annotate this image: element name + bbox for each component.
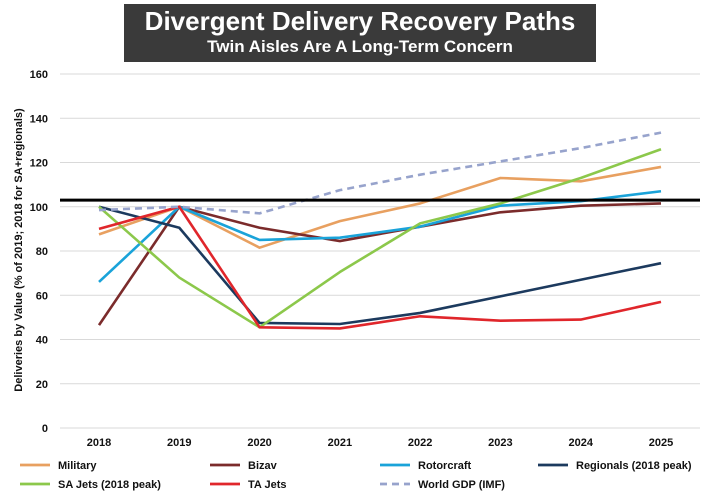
legend-label-military: Military <box>58 460 97 472</box>
x-tick-label: 2019 <box>167 437 191 449</box>
y-tick-label: 120 <box>30 158 48 170</box>
y-tick-label: 20 <box>36 379 48 391</box>
series-line-bizav <box>97 202 662 326</box>
y-tick-label: 80 <box>36 246 48 258</box>
x-tick-label: 2023 <box>488 437 512 449</box>
y-tick-label: 160 <box>30 69 48 81</box>
x-tick-label: 2021 <box>328 437 352 449</box>
y-tick-label: 60 <box>36 290 48 302</box>
series-line-regionals-2018-peak <box>98 205 662 326</box>
x-tick-label: 2024 <box>568 437 593 449</box>
x-tick-label: 2018 <box>87 437 111 449</box>
series-lines <box>97 131 662 330</box>
y-tick-label: 0 <box>42 423 48 435</box>
chart-subtitle: Twin Aisles Are A Long-Term Concern <box>207 37 513 56</box>
legend-label-ta-jets: TA Jets <box>248 479 287 491</box>
x-tick-label: 2020 <box>247 437 271 449</box>
gridlines <box>60 73 700 429</box>
chart-title: Divergent Delivery Recovery Paths <box>144 6 576 36</box>
x-tick-label: 2022 <box>408 437 432 449</box>
legend-label-regionals-2018-peak: Regionals (2018 peak) <box>576 460 692 472</box>
x-axis-ticks: 2018 2019 2020 2021 2022 2023 2024 2025 <box>87 437 673 449</box>
y-tick-label: 40 <box>36 335 48 347</box>
x-tick-label: 2025 <box>649 437 673 449</box>
legend-label-rotorcraft: Rotorcraft <box>418 460 472 472</box>
series-line-rotorcraft <box>98 189 662 283</box>
y-tick-label: 140 <box>30 113 48 125</box>
y-tick-label: 100 <box>30 202 48 214</box>
legend: Military Bizav Rotorcraft Regionals (2018 p… <box>20 460 692 491</box>
legend-label-bizav: Bizav <box>248 460 278 472</box>
series-line-sa-jets-2018-peak <box>98 148 662 329</box>
y-axis-ticks: 0 20 40 60 80 100 120 140 160 <box>30 69 48 435</box>
y-axis-label: Deliveries by Value (% of 2019; 2018 for… <box>13 108 25 392</box>
series-line-ta-jets <box>98 205 662 330</box>
legend-label-sa-jets-2018-peak: SA Jets (2018 peak) <box>58 479 161 491</box>
chart-title-box: Divergent Delivery Recovery Paths Twin A… <box>124 4 596 62</box>
legend-label-world-gdp-imf: World GDP (IMF) <box>418 479 505 491</box>
